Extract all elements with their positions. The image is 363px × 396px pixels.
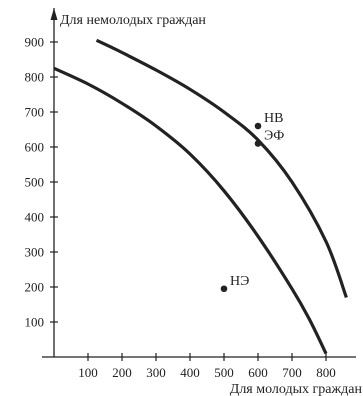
x-tick-label: 300 (146, 365, 166, 380)
y-tick-label: 800 (25, 70, 45, 85)
axes (42, 8, 356, 358)
points-group: НВ ЭФ НЭ (220, 111, 284, 293)
x-tick-label: 400 (180, 365, 200, 380)
y-tick-label: 400 (25, 210, 45, 225)
x-tick-label: 200 (112, 365, 132, 380)
point-label: ЭФ (264, 129, 284, 144)
data-point (254, 140, 262, 147)
series-group (53, 38, 348, 355)
x-ticks: 100 200 300 400 500 600 700 800 (78, 353, 336, 380)
data-point (220, 285, 228, 293)
y-tick-label: 700 (25, 105, 45, 120)
x-axis-label: Для молодых граждан (230, 382, 363, 396)
y-tick-label: 300 (25, 245, 45, 260)
y-tick-label: 200 (25, 280, 45, 295)
x-tick-label: 600 (248, 365, 268, 380)
y-ticks: 100 200 300 400 500 600 700 800 900 (25, 35, 58, 330)
x-tick-label: 500 (214, 365, 234, 380)
y-tick-label: 500 (25, 175, 45, 190)
y-axis-arrow-icon (50, 8, 58, 20)
y-tick-label: 900 (25, 35, 45, 50)
point-label: НВ (264, 111, 283, 126)
data-point (254, 122, 262, 130)
y-axis-label: Для немолодых граждан (60, 13, 206, 28)
x-tick-label: 700 (282, 365, 302, 380)
outer-curve (95, 38, 348, 299)
inner-curve (53, 66, 328, 355)
x-tick-label: 100 (78, 365, 98, 380)
x-tick-label: 800 (316, 365, 336, 380)
y-tick-label: 600 (25, 140, 45, 155)
point-label: НЭ (230, 274, 249, 289)
y-tick-label: 100 (25, 315, 45, 330)
